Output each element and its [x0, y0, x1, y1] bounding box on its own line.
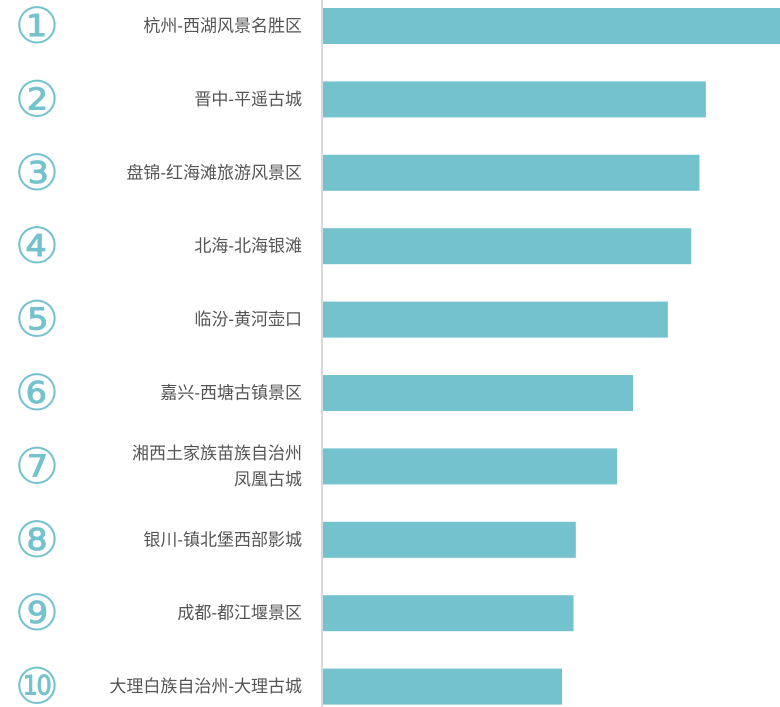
rank-number-5: ⑤	[15, 291, 60, 349]
category-label-5: 临汾-黄河壶口	[194, 310, 302, 329]
category-label-4: 北海-北海银滩	[194, 237, 302, 256]
bar-1	[323, 8, 780, 44]
rank-number-9: ⑨	[15, 584, 60, 642]
category-label-line: 晋中-平遥古城	[194, 90, 302, 109]
rank-number-7: ⑦	[15, 437, 60, 495]
category-label-line: 凤凰古城	[234, 470, 302, 489]
bar-8	[323, 521, 576, 558]
bar-3	[323, 154, 700, 191]
category-label-10: 大理白族自治州-大理古城	[109, 677, 302, 696]
category-label-line: 银川-镇北堡西部影城	[143, 530, 302, 549]
category-label-3: 盘锦-红海滩旅游风景区	[126, 163, 302, 182]
rank-number-6: ⑥	[15, 364, 60, 422]
rank-number-8: ⑧	[15, 511, 60, 569]
category-label-line: 杭州-西湖风景名胜区	[143, 17, 302, 36]
bar-5	[323, 301, 668, 338]
category-label-line: 嘉兴-西塘古镇景区	[160, 384, 302, 403]
category-label-line: 大理白族自治州-大理古城	[109, 677, 302, 696]
rank-numbers: ① ② ③ ④ ⑤ ⑥ ⑦ ⑧ ⑨ ⑩	[15, 0, 60, 707]
rank-number-10: ⑩	[15, 658, 60, 707]
category-label-line: 成都-都江堰景区	[177, 604, 302, 623]
bar-6	[323, 375, 634, 411]
category-label-line: 湘西土家族苗族自治州	[132, 444, 302, 463]
rank-number-2: ②	[15, 70, 60, 128]
bar-4	[323, 228, 692, 265]
category-label-7: 湘西土家族苗族自治州凤凰古城	[132, 444, 302, 489]
category-label-1: 杭州-西湖风景名胜区	[143, 17, 302, 36]
rank-number-1: ①	[15, 0, 60, 55]
category-label-8: 银川-镇北堡西部影城	[143, 530, 302, 549]
bar-7	[323, 448, 618, 485]
category-label-6: 嘉兴-西塘古镇景区	[160, 384, 302, 403]
bar-9	[323, 595, 574, 632]
rank-number-4: ④	[15, 217, 60, 275]
rank-number-3: ③	[15, 144, 60, 202]
category-label-line: 盘锦-红海滩旅游风景区	[126, 163, 302, 182]
bars	[323, 8, 780, 705]
category-label-9: 成都-都江堰景区	[177, 604, 302, 623]
category-label-line: 临汾-黄河壶口	[194, 310, 302, 329]
bar-10	[323, 668, 563, 705]
category-label-line: 北海-北海银滩	[194, 237, 302, 256]
category-labels: 杭州-西湖风景名胜区晋中-平遥古城盘锦-红海滩旅游风景区北海-北海银滩临汾-黄河…	[109, 17, 302, 697]
category-label-2: 晋中-平遥古城	[194, 90, 302, 109]
bar-2	[323, 81, 706, 118]
